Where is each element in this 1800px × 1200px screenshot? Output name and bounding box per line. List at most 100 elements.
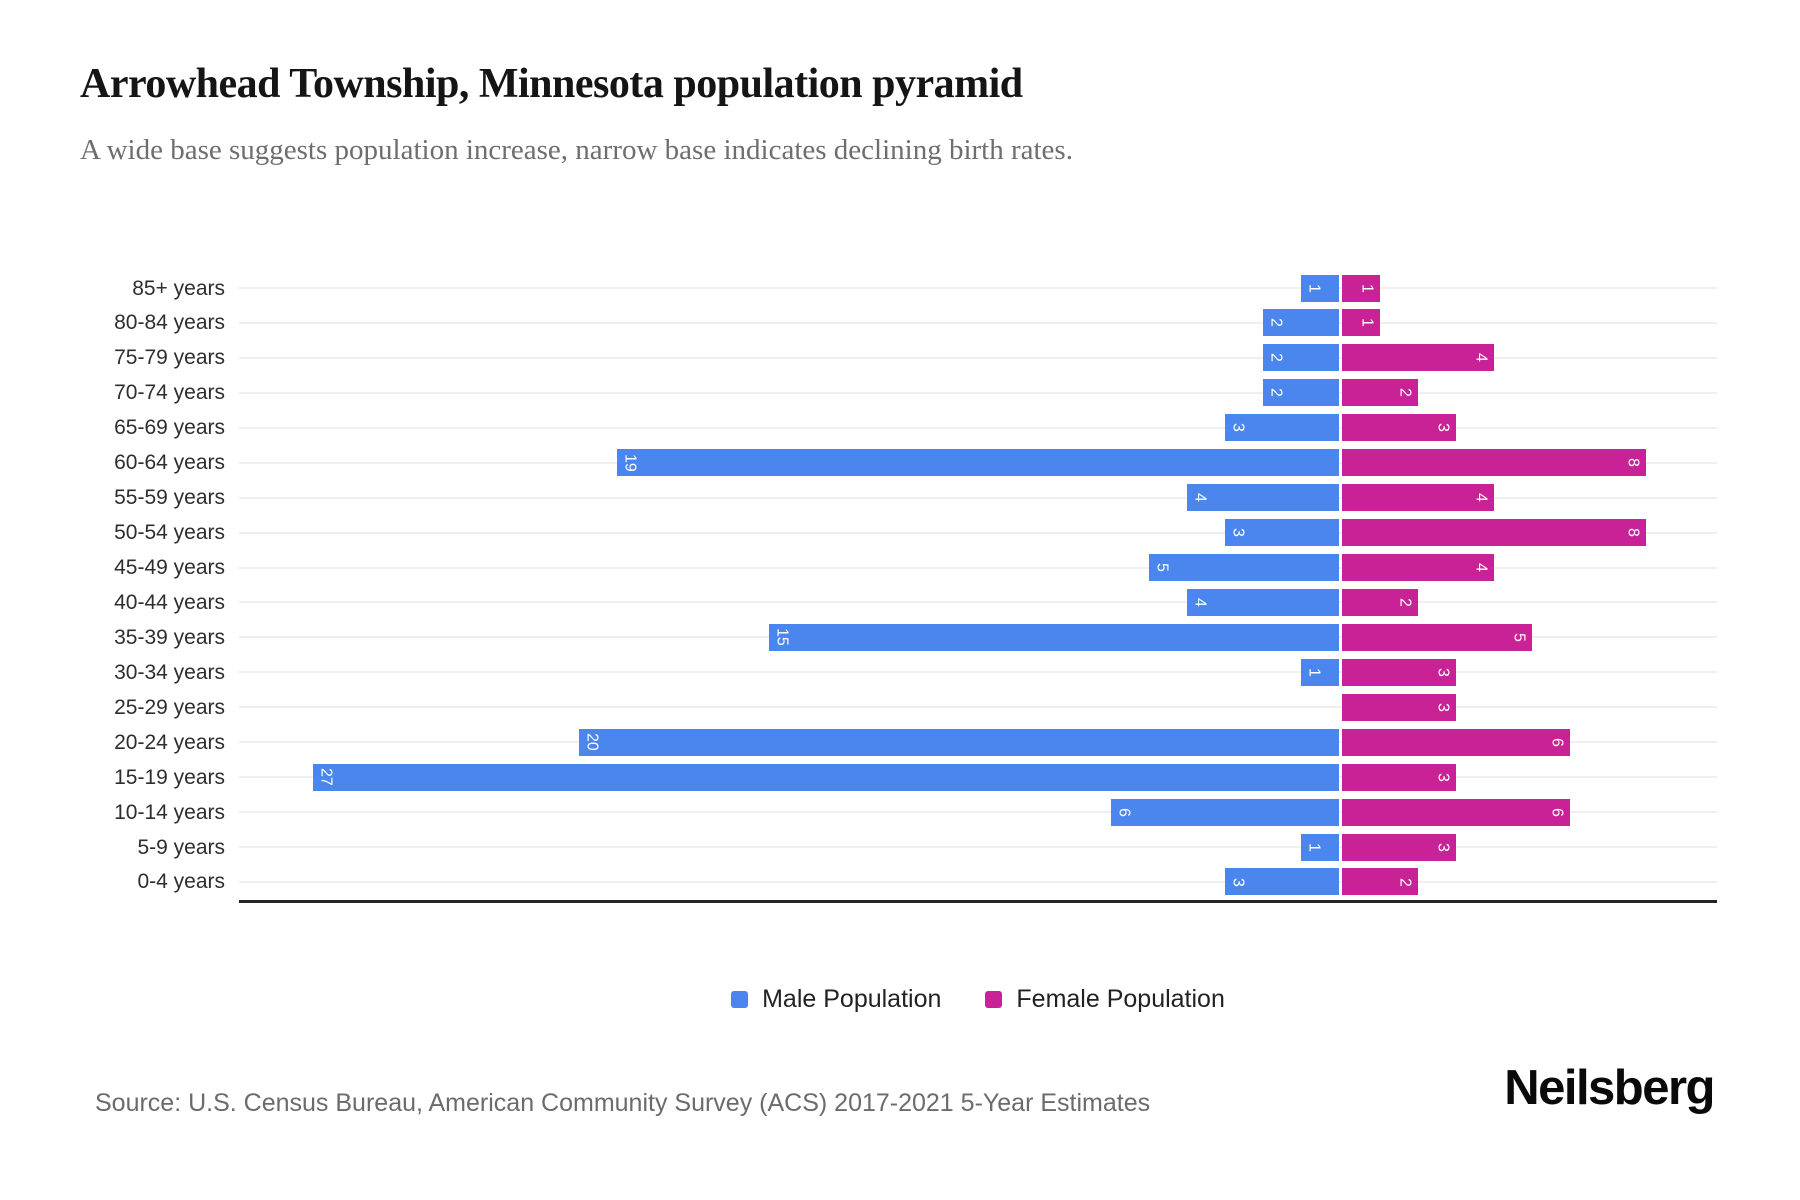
male-bar-value: 3 [1229, 877, 1247, 887]
male-bar-value: 2 [1267, 318, 1285, 328]
age-group-label: 40-44 years [114, 590, 225, 614]
legend-item-male: Male Population [731, 985, 941, 1014]
gridline [239, 811, 1717, 814]
female-bar-value: 2 [1396, 388, 1414, 398]
gridline [239, 846, 1717, 849]
gridline [239, 880, 1717, 883]
legend-male-label: Male Population [762, 985, 942, 1013]
female-bar: 3 [1341, 833, 1456, 861]
age-group-label: 10-14 years [114, 800, 225, 824]
gridline [239, 531, 1717, 534]
male-bar-value: 3 [1229, 423, 1247, 433]
age-group-label: 15-19 years [114, 765, 225, 789]
female-bar-value: 4 [1472, 563, 1490, 572]
male-bar-value: 4 [1191, 493, 1209, 503]
female-bar-value: 3 [1434, 702, 1452, 712]
female-bar-value: 5 [1510, 632, 1528, 642]
page-subtitle: A wide base suggests population increase… [80, 134, 1073, 166]
female-bar: 3 [1341, 763, 1456, 791]
male-bar-value: 20 [583, 733, 601, 752]
male-bar-value: 3 [1229, 528, 1247, 538]
male-bar: 1 [1300, 658, 1339, 686]
male-bar: 4 [1186, 484, 1339, 512]
neilsberg-logo: Neilsberg [1504, 1061, 1715, 1115]
female-bar-value: 8 [1624, 458, 1642, 468]
age-group-label: 25-29 years [114, 695, 225, 719]
age-group-label: 85+ years [132, 276, 225, 300]
male-bar-value: 1 [1305, 842, 1323, 852]
female-bar: 4 [1341, 344, 1494, 372]
male-bar: 19 [616, 449, 1339, 477]
male-bar-value: 6 [1115, 807, 1133, 817]
gridline [239, 496, 1717, 499]
female-bar: 3 [1341, 693, 1456, 721]
male-bar-value: 2 [1267, 353, 1285, 363]
male-bar-value: 15 [773, 628, 791, 647]
gridline [239, 287, 1717, 289]
age-group-label: 80-84 years [114, 311, 225, 335]
page-title: Arrowhead Township, Minnesota population… [80, 61, 1023, 107]
male-bar: 20 [578, 728, 1339, 756]
male-bar: 2 [1262, 379, 1339, 407]
female-bar: 8 [1341, 449, 1646, 477]
female-bar-value: 2 [1396, 598, 1414, 607]
chart-legend: Male Population Female Population [239, 985, 1717, 1014]
male-bar: 1 [1300, 274, 1339, 302]
male-bar: 1 [1300, 833, 1339, 861]
female-bar-value: 1 [1358, 283, 1376, 293]
male-bar-value: 1 [1305, 283, 1323, 293]
source-attribution: Source: U.S. Census Bureau, American Com… [95, 1089, 1151, 1117]
female-bar-value: 4 [1472, 493, 1490, 503]
female-bar-value: 3 [1434, 423, 1452, 433]
gridline [239, 706, 1717, 709]
female-bar: 5 [1341, 623, 1532, 651]
gridline [239, 391, 1717, 394]
female-bar: 3 [1341, 658, 1456, 686]
male-bar: 27 [312, 763, 1339, 791]
female-bar-value: 3 [1434, 667, 1452, 677]
age-group-label: 65-69 years [114, 416, 225, 440]
male-bar: 5 [1148, 554, 1339, 582]
age-group-label: 0-4 years [137, 870, 225, 894]
female-bar: 4 [1341, 554, 1494, 582]
female-bar-value: 2 [1396, 877, 1414, 887]
x-axis-line [239, 900, 1717, 903]
legend-female-label: Female Population [1016, 985, 1225, 1013]
female-bar: 3 [1341, 414, 1456, 442]
male-bar: 6 [1110, 798, 1339, 826]
gridline [239, 601, 1717, 604]
female-legend-swatch-icon [985, 991, 1003, 1008]
male-bar: 3 [1224, 868, 1339, 896]
female-bar-value: 3 [1434, 842, 1452, 852]
gridline [239, 321, 1717, 324]
male-bar-value: 4 [1191, 598, 1209, 607]
female-bar: 2 [1341, 588, 1418, 616]
male-bar-value: 2 [1267, 388, 1285, 398]
age-group-label: 55-59 years [114, 486, 225, 510]
female-bar: 1 [1341, 274, 1380, 302]
age-group-label: 75-79 years [114, 346, 225, 370]
female-bar: 1 [1341, 309, 1380, 337]
age-group-label: 30-34 years [114, 660, 225, 684]
legend-item-female: Female Population [985, 985, 1225, 1014]
gridline [239, 356, 1717, 359]
age-group-label: 70-74 years [114, 381, 225, 405]
female-bar-value: 8 [1624, 528, 1642, 538]
age-group-label: 50-54 years [114, 521, 225, 545]
female-bar-value: 1 [1358, 318, 1376, 328]
male-legend-swatch-icon [731, 991, 749, 1008]
gridline [239, 426, 1717, 429]
male-bar: 4 [1186, 588, 1339, 616]
male-bar: 15 [768, 623, 1339, 651]
male-bar-value: 27 [317, 768, 335, 787]
female-bar: 2 [1341, 868, 1418, 896]
female-bar: 6 [1341, 798, 1570, 826]
female-bar: 8 [1341, 519, 1646, 547]
gridline [239, 671, 1717, 674]
male-bar: 3 [1224, 414, 1339, 442]
female-bar-value: 4 [1472, 353, 1490, 363]
male-bar-value: 19 [621, 453, 639, 472]
male-bar: 2 [1262, 309, 1339, 337]
age-group-label: 5-9 years [137, 835, 225, 859]
